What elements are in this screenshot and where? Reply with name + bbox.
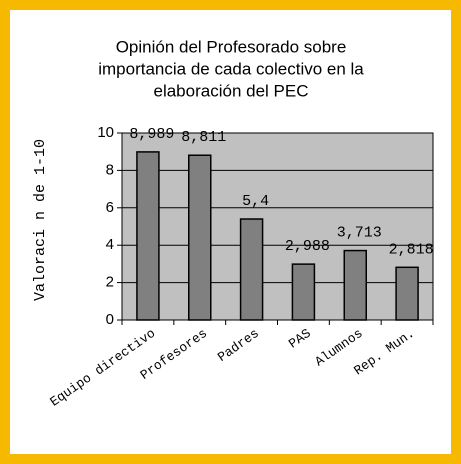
bar: [136, 151, 160, 321]
value-label: 3,713: [337, 225, 382, 242]
plot-area: [121, 132, 434, 321]
value-label: 2,988: [285, 238, 330, 255]
value-label: 5,4: [242, 193, 269, 210]
y-tick-label: 8: [106, 161, 114, 178]
y-tick-label: 2: [106, 274, 114, 291]
y-tick-label: 4: [106, 236, 114, 253]
value-label: 8,811: [181, 129, 226, 146]
y-tick-label: 0: [106, 311, 114, 328]
bar: [395, 266, 419, 321]
chart-title: importancia de cada colectivo en la: [98, 59, 364, 78]
y-axis-label: Valoraci n de 1-10: [32, 139, 49, 301]
y-tick-label: 6: [106, 199, 114, 216]
chart-title: Opinión del Profesorado sobre: [116, 37, 347, 56]
value-label: 2,818: [389, 241, 434, 258]
bar: [291, 263, 316, 321]
bar: [239, 218, 264, 321]
value-label: 8,989: [129, 126, 174, 143]
y-tick-label: 10: [97, 124, 114, 141]
chart-title: elaboración del PEC: [154, 81, 309, 100]
bar: [343, 249, 367, 321]
bar: [188, 154, 212, 321]
